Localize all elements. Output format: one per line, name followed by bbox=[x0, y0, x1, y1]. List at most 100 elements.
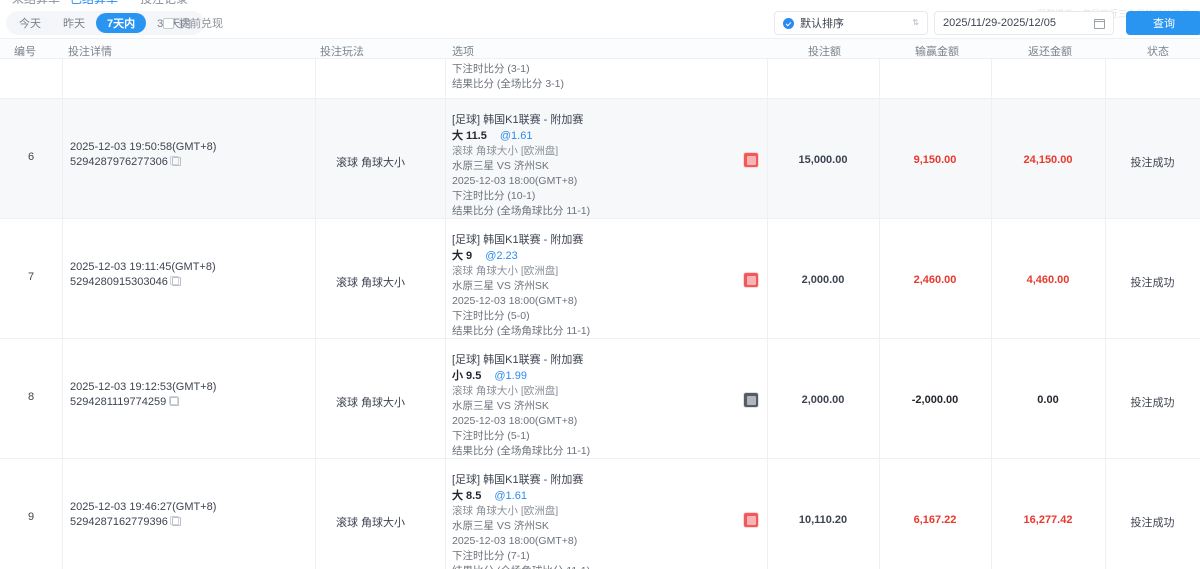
match-teams: 水原三星 VS 济州SK bbox=[452, 520, 549, 532]
market-name: 滚球 角球大小 [欧洲盘] bbox=[452, 505, 559, 517]
header-play: 投注玩法 bbox=[320, 46, 364, 58]
return-amount: 0.00 bbox=[1037, 394, 1059, 406]
partial-result-score: 结果比分 (全场比分 3-1) bbox=[452, 78, 565, 90]
table-row[interactable]: 6 2025-12-03 19:50:58(GMT+8) 52942879762… bbox=[0, 99, 1200, 219]
table-row[interactable]: 9 2025-12-03 19:46:27(GMT+8) 52942871627… bbox=[0, 459, 1200, 569]
selection: 大 11.5 bbox=[452, 130, 487, 142]
bet-score: 下注时比分 (5-1) bbox=[452, 430, 530, 442]
partial-kickoff: 2025-12-03 18:00(GMT+8) bbox=[452, 59, 774, 62]
odds: @1.99 bbox=[494, 370, 527, 382]
bet-time: 2025-12-03 19:46:27(GMT+8) bbox=[70, 501, 217, 513]
result-badge-win bbox=[744, 513, 758, 527]
status-badge: 投注成功 bbox=[1130, 517, 1175, 529]
selection: 小 9.5 bbox=[452, 370, 482, 382]
sort-select-value: 默认排序 bbox=[800, 18, 844, 30]
bet-time: 2025-12-03 19:50:58(GMT+8) bbox=[70, 141, 217, 153]
kickoff-time: 2025-12-03 18:00(GMT+8) bbox=[452, 295, 578, 307]
ticket-id: 5294281119774259 bbox=[70, 396, 167, 408]
bet-score: 下注时比分 (7-1) bbox=[452, 550, 530, 562]
row-number: 7 bbox=[27, 271, 35, 283]
table-header: 编号 投注详情 投注玩法 选项 投注额 输赢金额 返还金额 状态 bbox=[0, 38, 1200, 59]
status-badge: 投注成功 bbox=[1130, 157, 1175, 169]
league-name: [足球] 韩国K1联赛 - 附加赛 bbox=[452, 354, 584, 366]
kickoff-time: 2025-12-03 18:00(GMT+8) bbox=[452, 535, 578, 547]
bet-amount: 2,000.00 bbox=[801, 394, 845, 406]
result-score: 结果比分 (全场角球比分 11-1) bbox=[452, 445, 591, 457]
result-score: 结果比分 (全场角球比分 11-1) bbox=[452, 325, 591, 337]
odds: @1.61 bbox=[494, 490, 527, 502]
match-teams: 水原三星 VS 济州SK bbox=[452, 160, 549, 172]
market-name: 滚球 角球大小 [欧洲盘] bbox=[452, 385, 559, 397]
return-amount: 4,460.00 bbox=[1026, 274, 1070, 286]
market-name: 滚球 角球大小 [欧洲盘] bbox=[452, 145, 559, 157]
tab-bet-records[interactable]: 投注记录 bbox=[140, 0, 188, 4]
odds: @2.23 bbox=[485, 250, 518, 262]
copy-icon[interactable] bbox=[170, 155, 181, 166]
league-name: [足球] 韩国K1联赛 - 附加赛 bbox=[452, 114, 584, 126]
tab-unsettled[interactable]: 未结算单 bbox=[12, 0, 60, 4]
league-name: [足球] 韩国K1联赛 - 附加赛 bbox=[452, 474, 584, 486]
header-status: 状态 bbox=[1147, 46, 1169, 58]
profit-loss: -2,000.00 bbox=[911, 394, 959, 406]
result-badge-lose bbox=[744, 393, 758, 407]
result-badge-win bbox=[744, 153, 758, 167]
table-row[interactable]: 7 2025-12-03 19:11:45(GMT+8) 52942809153… bbox=[0, 219, 1200, 339]
header-return: 返还金额 bbox=[1028, 46, 1072, 58]
profit-loss: 9,150.00 bbox=[913, 154, 957, 166]
header-no: 编号 bbox=[14, 46, 36, 58]
bet-play-type: 滚球 角球大小 bbox=[336, 157, 406, 169]
table-row[interactable]: 8 2025-12-03 19:12:53(GMT+8) 52942811197… bbox=[0, 339, 1200, 459]
table-body[interactable]: 2025-12-03 18:00(GMT+8) 下注时比分 (3-1) 结果比分… bbox=[0, 59, 1200, 569]
ticket-id: 5294280915303046 bbox=[70, 276, 168, 288]
profit-loss: 2,460.00 bbox=[913, 274, 957, 286]
bet-play-type: 滚球 角球大小 bbox=[336, 277, 406, 289]
date-range-value: 2025/11/29-2025/12/05 bbox=[943, 17, 1056, 29]
bet-amount: 15,000.00 bbox=[798, 154, 848, 166]
chevron-updown-icon: ⇅ bbox=[912, 18, 919, 27]
table-row[interactable]: 2025-12-03 18:00(GMT+8) 下注时比分 (3-1) 结果比分… bbox=[0, 59, 1200, 99]
header-option: 选项 bbox=[452, 46, 474, 58]
date-range-input[interactable]: 2025/11/29-2025/12/05 bbox=[934, 11, 1114, 35]
copy-icon[interactable] bbox=[170, 275, 181, 286]
check-circle-icon bbox=[783, 17, 794, 29]
result-score: 结果比分 (全场角球比分 11-1) bbox=[452, 205, 591, 217]
result-score: 结果比分 (全场角球比分 11-1) bbox=[452, 564, 774, 569]
bet-amount: 10,110.20 bbox=[798, 514, 848, 526]
ticket-id: 5294287976277306 bbox=[70, 156, 168, 168]
kickoff-time: 2025-12-03 18:00(GMT+8) bbox=[452, 415, 578, 427]
row-number: 8 bbox=[27, 391, 35, 403]
sort-select[interactable]: 默认排序 ⇅ bbox=[774, 11, 928, 35]
return-amount: 24,150.00 bbox=[1023, 154, 1073, 166]
bet-time: 2025-12-03 19:11:45(GMT+8) bbox=[70, 261, 216, 273]
partial-bet-score: 下注时比分 (3-1) bbox=[452, 63, 530, 75]
filter-chip-yesterday[interactable]: 昨天 bbox=[63, 18, 85, 30]
search-button[interactable]: 查询 bbox=[1126, 11, 1200, 35]
result-badge-win bbox=[744, 273, 758, 287]
tab-settled[interactable]: 已结算单 bbox=[70, 0, 118, 4]
filter-toolbar: 温馨提示：仅显示近三个月的投注记录 今天 昨天 7天内 30天内 提前兑现 默认… bbox=[0, 9, 1200, 38]
filter-chip-7days[interactable]: 7天内 bbox=[96, 13, 147, 33]
copy-icon[interactable] bbox=[168, 395, 180, 406]
copy-icon[interactable] bbox=[170, 515, 181, 526]
profit-loss: 6,167.22 bbox=[913, 514, 957, 526]
odds: @1.61 bbox=[499, 130, 533, 142]
cashout-checkbox[interactable]: 提前兑现 bbox=[163, 15, 223, 31]
match-teams: 水原三星 VS 济州SK bbox=[452, 400, 549, 412]
kickoff-time: 2025-12-03 18:00(GMT+8) bbox=[452, 175, 578, 187]
filter-chip-today[interactable]: 今天 bbox=[19, 18, 41, 30]
bet-time: 2025-12-03 19:12:53(GMT+8) bbox=[70, 381, 217, 393]
checkbox-label: 提前兑现 bbox=[179, 18, 223, 30]
calendar-icon[interactable] bbox=[1094, 18, 1105, 29]
selection: 大 9 bbox=[452, 250, 473, 262]
ticket-id: 5294287162779396 bbox=[70, 516, 168, 528]
header-amount: 投注额 bbox=[808, 46, 841, 58]
page-tabs: 未结算单 已结算单 投注记录 bbox=[0, 0, 1200, 4]
market-name: 滚球 角球大小 [欧洲盘] bbox=[452, 265, 559, 277]
status-badge: 投注成功 bbox=[1130, 277, 1175, 289]
bet-amount: 2,000.00 bbox=[801, 274, 845, 286]
header-detail: 投注详情 bbox=[68, 46, 112, 58]
header-pl: 输赢金额 bbox=[915, 46, 959, 58]
row-number: 9 bbox=[27, 511, 35, 523]
checkbox-box[interactable] bbox=[163, 17, 174, 29]
